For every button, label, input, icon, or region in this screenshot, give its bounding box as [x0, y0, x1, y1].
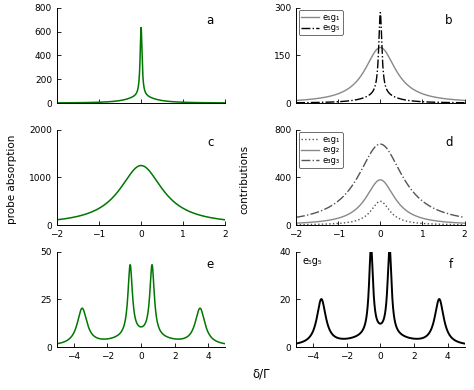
- e₃g₃: [312, 211, 318, 215]
- e₁g₁: [358, 216, 364, 221]
- e₅g₅: [312, 100, 318, 105]
- e₃g₃: [377, 142, 383, 146]
- Text: probe absorption: probe absorption: [7, 135, 17, 224]
- e₁g₁: [293, 222, 299, 227]
- Line: e₂g₂: e₂g₂: [296, 180, 465, 223]
- e₂g₂: [458, 221, 464, 225]
- e₃g₃: [293, 215, 299, 220]
- e₃g₃: [458, 215, 464, 219]
- Text: e₅g₅: e₅g₅: [303, 256, 322, 266]
- e₃g₃: [440, 210, 446, 215]
- e₁g₁: [458, 222, 464, 227]
- e₁g₁: [462, 222, 467, 227]
- e₁g₁: [312, 96, 318, 101]
- e₁g₁: [440, 96, 446, 101]
- e₅g₅: [293, 100, 299, 105]
- Text: d: d: [445, 136, 453, 149]
- e₅g₅: [377, 10, 383, 15]
- e₁g₁: [377, 45, 383, 50]
- e₂g₂: [365, 192, 371, 197]
- Line: e₅g₅: e₅g₅: [296, 12, 465, 103]
- e₅g₅: [458, 100, 464, 105]
- e₅g₅: [365, 94, 371, 98]
- e₁g₁: [440, 222, 446, 227]
- Text: b: b: [445, 14, 453, 27]
- Legend: e₁g₁, e₂g₂, e₃g₃: e₁g₁, e₂g₂, e₃g₃: [299, 132, 343, 168]
- Line: e₃g₃: e₃g₃: [296, 144, 465, 217]
- e₃g₃: [462, 215, 467, 220]
- Text: δ/Γ: δ/Γ: [252, 367, 270, 380]
- Text: a: a: [206, 14, 213, 27]
- e₁g₁: [322, 95, 328, 99]
- e₂g₂: [322, 218, 328, 223]
- Text: e: e: [206, 259, 213, 271]
- e₁g₁: [365, 62, 371, 66]
- Legend: e₁g₁, e₅g₅: e₁g₁, e₅g₅: [299, 10, 343, 35]
- e₁g₁: [365, 212, 371, 216]
- e₂g₂: [293, 221, 299, 225]
- e₁g₁: [312, 222, 318, 227]
- e₃g₃: [322, 207, 328, 211]
- e₅g₅: [462, 100, 467, 105]
- Text: f: f: [448, 259, 453, 271]
- e₂g₂: [462, 221, 467, 225]
- Text: contributions: contributions: [239, 145, 249, 214]
- Line: e₁g₁: e₁g₁: [296, 201, 465, 225]
- e₃g₃: [365, 155, 371, 160]
- e₁g₁: [293, 98, 299, 103]
- e₁g₁: [462, 98, 467, 103]
- e₂g₂: [358, 202, 364, 207]
- e₅g₅: [440, 100, 446, 105]
- e₁g₁: [358, 74, 364, 79]
- Text: c: c: [207, 136, 213, 149]
- e₁g₁: [458, 98, 464, 103]
- e₂g₂: [440, 219, 446, 224]
- e₅g₅: [358, 96, 364, 101]
- e₃g₃: [358, 169, 364, 174]
- e₁g₁: [322, 222, 328, 227]
- e₁g₁: [377, 199, 383, 204]
- e₂g₂: [312, 220, 318, 224]
- e₂g₂: [377, 177, 383, 182]
- e₅g₅: [322, 100, 328, 105]
- Line: e₁g₁: e₁g₁: [296, 48, 465, 101]
